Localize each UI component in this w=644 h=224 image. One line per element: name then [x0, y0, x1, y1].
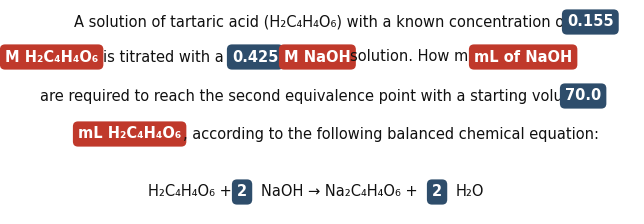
- Text: mL of NaOH: mL of NaOH: [474, 50, 573, 65]
- Text: are required to reach the second equivalence point with a starting volume of: are required to reach the second equival…: [40, 88, 604, 103]
- Text: H₂O: H₂O: [456, 185, 484, 200]
- Text: solution. How many: solution. How many: [350, 50, 495, 65]
- Text: , according to the following balanced chemical equation:: , according to the following balanced ch…: [183, 127, 599, 142]
- Text: 2: 2: [237, 185, 247, 200]
- Text: 0.425: 0.425: [232, 50, 278, 65]
- Text: mL H₂C₄H₄O₆: mL H₂C₄H₄O₆: [78, 127, 181, 142]
- Text: H₂C₄H₄O₆ +: H₂C₄H₄O₆ +: [148, 185, 232, 200]
- Text: is titrated with a: is titrated with a: [103, 50, 223, 65]
- Text: 70.0: 70.0: [565, 88, 601, 103]
- Text: A solution of tartaric acid (H₂C₄H₄O₆) with a known concentration of: A solution of tartaric acid (H₂C₄H₄O₆) w…: [74, 15, 570, 30]
- Text: NaOH → Na₂C₄H₄O₆ +: NaOH → Na₂C₄H₄O₆ +: [261, 185, 417, 200]
- Text: 0.155: 0.155: [567, 15, 614, 30]
- Text: 2: 2: [432, 185, 442, 200]
- Text: M NaOH: M NaOH: [284, 50, 351, 65]
- Text: M H₂C₄H₄O₆: M H₂C₄H₄O₆: [5, 50, 99, 65]
